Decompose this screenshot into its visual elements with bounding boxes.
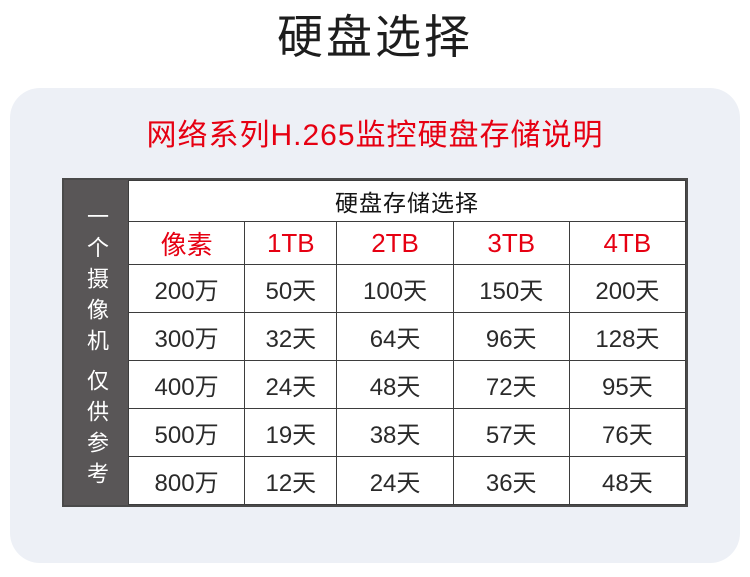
table-row: 200万 50天 100天 150天 200天 — [127, 264, 687, 313]
grid-title-row: 硬盘存储选择 — [128, 180, 686, 222]
storage-grid: 硬盘存储选择 像素 1TB 2TB 3TB 4TB 200万 50天 100天 150天 200… — [127, 180, 687, 505]
table-row: 300万 32天 64天 96天 128天 — [127, 312, 687, 361]
side-label-top: 一个摄像机 — [84, 205, 109, 360]
table-cell: 100天 — [336, 264, 454, 313]
table-cell: 48天 — [568, 456, 687, 505]
row-label-cell: 500万 — [127, 408, 246, 457]
table-cell: 38天 — [336, 408, 454, 457]
storage-card: 网络系列H.265监控硬盘存储说明 一个摄像机 仅供参考 硬盘存储选择 像素 1T… — [10, 88, 740, 563]
table-row: 400万 24天 48天 72天 95天 — [127, 360, 687, 409]
table-cell: 36天 — [452, 456, 570, 505]
table-cell: 24天 — [244, 360, 338, 409]
table-cell: 76天 — [568, 408, 687, 457]
column-header-cell: 像素 — [127, 221, 246, 265]
grid-title: 硬盘存储选择 — [128, 180, 686, 222]
table-cell: 32天 — [244, 312, 338, 361]
storage-table: 一个摄像机 仅供参考 硬盘存储选择 像素 1TB 2TB 3TB 4TB 200万 50天… — [62, 178, 688, 507]
table-cell: 24天 — [336, 456, 454, 505]
column-header-cell: 1TB — [244, 221, 338, 265]
table-cell: 64天 — [336, 312, 454, 361]
side-label-bottom: 仅供参考 — [84, 369, 109, 493]
column-header-cell: 3TB — [452, 221, 570, 265]
table-cell: 57天 — [452, 408, 570, 457]
row-label-cell: 300万 — [127, 312, 246, 361]
table-cell: 95天 — [568, 360, 687, 409]
column-header-row: 像素 1TB 2TB 3TB 4TB — [127, 221, 687, 265]
column-header-cell: 2TB — [336, 221, 454, 265]
row-label-cell: 400万 — [127, 360, 246, 409]
column-header-cell: 4TB — [568, 221, 687, 265]
card-subtitle: 网络系列H.265监控硬盘存储说明 — [146, 119, 604, 152]
table-cell: 72天 — [452, 360, 570, 409]
table-cell: 96天 — [452, 312, 570, 361]
table-cell: 19天 — [244, 408, 338, 457]
row-label-cell: 800万 — [127, 456, 246, 505]
row-label-cell: 200万 — [127, 264, 246, 313]
table-cell: 128天 — [568, 312, 687, 361]
page-title: 硬盘选择 — [277, 11, 473, 63]
table-side-label: 一个摄像机 仅供参考 — [64, 180, 128, 505]
table-row: 500万 19天 38天 57天 76天 — [127, 408, 687, 457]
table-cell: 48天 — [336, 360, 454, 409]
table-cell: 12天 — [244, 456, 338, 505]
table-row: 800万 12天 24天 36天 48天 — [127, 456, 687, 505]
table-cell: 150天 — [452, 264, 570, 313]
table-cell: 50天 — [244, 264, 338, 313]
table-cell: 200天 — [568, 264, 687, 313]
